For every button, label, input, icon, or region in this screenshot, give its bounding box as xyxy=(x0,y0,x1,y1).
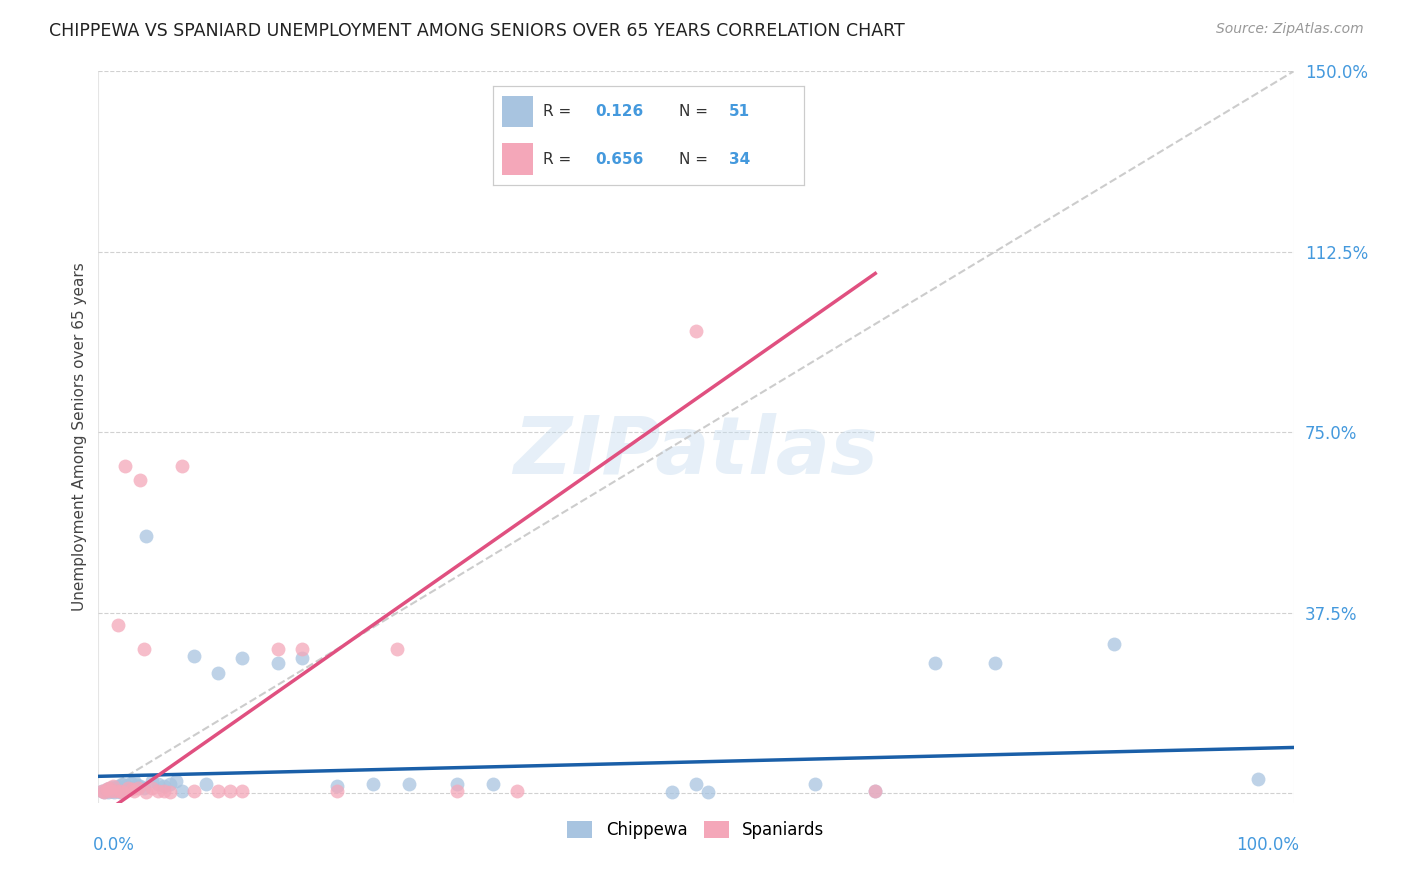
Point xyxy=(159,785,181,799)
Point xyxy=(195,776,218,790)
Point xyxy=(132,781,155,796)
Point xyxy=(267,657,290,671)
Point xyxy=(326,784,349,798)
Point xyxy=(141,781,163,796)
Point xyxy=(685,324,707,338)
Point xyxy=(107,779,129,793)
Point xyxy=(129,474,152,488)
Point xyxy=(129,779,152,793)
Point xyxy=(100,784,122,798)
Point xyxy=(165,774,187,789)
Point xyxy=(114,779,136,793)
Point xyxy=(91,784,114,798)
Point xyxy=(108,784,131,798)
Point xyxy=(141,774,163,789)
Point xyxy=(104,782,127,797)
Point xyxy=(111,785,134,799)
Point xyxy=(104,784,127,798)
Point xyxy=(697,785,720,799)
Point xyxy=(446,784,468,798)
Point xyxy=(98,783,121,797)
Point xyxy=(153,779,176,793)
Point xyxy=(685,776,707,790)
Point xyxy=(96,782,118,797)
Point xyxy=(865,784,887,798)
Point xyxy=(172,784,194,798)
Point xyxy=(865,784,887,798)
Point xyxy=(107,784,129,798)
Point xyxy=(107,617,129,632)
Point xyxy=(96,782,118,797)
Point xyxy=(135,785,157,799)
Point xyxy=(267,641,290,656)
Point xyxy=(984,657,1007,671)
Point xyxy=(363,776,385,790)
Point xyxy=(385,641,409,656)
Point xyxy=(111,776,134,790)
Point xyxy=(125,778,148,792)
Point xyxy=(124,774,146,789)
Point xyxy=(101,780,124,795)
Point xyxy=(183,648,205,663)
Point xyxy=(110,781,132,796)
Point xyxy=(98,781,121,796)
Point xyxy=(120,775,142,789)
Text: Source: ZipAtlas.com: Source: ZipAtlas.com xyxy=(1216,22,1364,37)
Point xyxy=(93,785,115,799)
Point xyxy=(506,784,529,798)
Point xyxy=(124,784,146,798)
Point xyxy=(172,458,194,473)
Point xyxy=(115,778,138,792)
Point xyxy=(661,785,683,799)
Point xyxy=(159,776,181,790)
Point xyxy=(117,781,139,796)
Point xyxy=(93,785,115,799)
Text: CHIPPEWA VS SPANIARD UNEMPLOYMENT AMONG SENIORS OVER 65 YEARS CORRELATION CHART: CHIPPEWA VS SPANIARD UNEMPLOYMENT AMONG … xyxy=(49,22,905,40)
Point xyxy=(148,776,170,790)
Point xyxy=(153,784,176,798)
Point xyxy=(117,780,139,795)
Point xyxy=(98,781,122,796)
Point xyxy=(231,651,253,665)
Point xyxy=(804,776,827,790)
Point xyxy=(924,657,946,671)
Legend: Chippewa, Spaniards: Chippewa, Spaniards xyxy=(561,814,831,846)
Point xyxy=(326,779,349,793)
Point xyxy=(97,785,120,799)
Text: ZIPatlas: ZIPatlas xyxy=(513,413,879,491)
Point xyxy=(135,529,157,543)
Point xyxy=(291,651,314,665)
Point xyxy=(127,781,149,796)
Point xyxy=(1247,772,1270,786)
Point xyxy=(132,641,155,656)
Point xyxy=(103,785,125,799)
Point xyxy=(101,779,124,793)
Point xyxy=(219,784,242,798)
Point xyxy=(446,776,468,790)
Point xyxy=(207,665,229,680)
Point xyxy=(121,782,143,797)
Text: 0.0%: 0.0% xyxy=(93,836,135,854)
Point xyxy=(1104,637,1126,651)
Point xyxy=(231,784,253,798)
Point xyxy=(481,776,505,790)
Point xyxy=(105,782,128,797)
Point xyxy=(183,784,205,798)
Point xyxy=(207,784,229,798)
Point xyxy=(98,784,122,798)
Point xyxy=(108,785,131,799)
Y-axis label: Unemployment Among Seniors over 65 years: Unemployment Among Seniors over 65 years xyxy=(72,263,87,611)
Text: 100.0%: 100.0% xyxy=(1236,836,1299,854)
Point xyxy=(398,776,420,790)
Point xyxy=(114,458,136,473)
Point xyxy=(91,784,114,798)
Point xyxy=(148,784,170,798)
Point xyxy=(291,641,314,656)
